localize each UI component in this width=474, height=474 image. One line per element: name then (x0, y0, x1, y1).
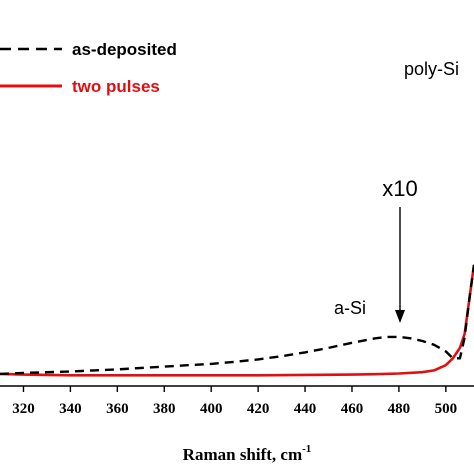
series-layer (0, 264, 474, 377)
x-tick-label: 480 (388, 401, 411, 417)
legend-label-two-pulses: two pulses (72, 77, 160, 96)
x-tick-label: 420 (247, 401, 270, 417)
legend-label-as-deposited: as-deposited (72, 40, 177, 59)
x-tick-label: 380 (153, 401, 176, 417)
x-axis-label-text: Raman shift, cm (183, 445, 302, 464)
x-tick-label: 320 (12, 401, 35, 417)
x-tick-label: 400 (200, 401, 223, 417)
x-tick-label: 460 (341, 401, 364, 417)
legend: as-deposited two pulses (0, 40, 177, 96)
x-tick-layer: 320 340 360 380 400 420 440 460 480 500 (12, 386, 457, 417)
x-tick-label: 340 (59, 401, 82, 417)
series-line-two-pulses (0, 264, 474, 377)
annotation-a-si: a-Si (334, 298, 366, 318)
annotation-poly-si: poly-Si (404, 59, 459, 79)
x-axis-label-superscript: -1 (302, 443, 311, 455)
annotation-magnification: x10 (382, 176, 417, 201)
series-line-as-deposited (0, 264, 474, 376)
x-axis-label: Raman shift, cm-1 (183, 443, 312, 464)
x-tick-label: 500 (435, 401, 458, 417)
x-tick-label: 440 (294, 401, 317, 417)
x-tick-label: 360 (106, 401, 129, 417)
annotation-arrow (395, 207, 405, 323)
